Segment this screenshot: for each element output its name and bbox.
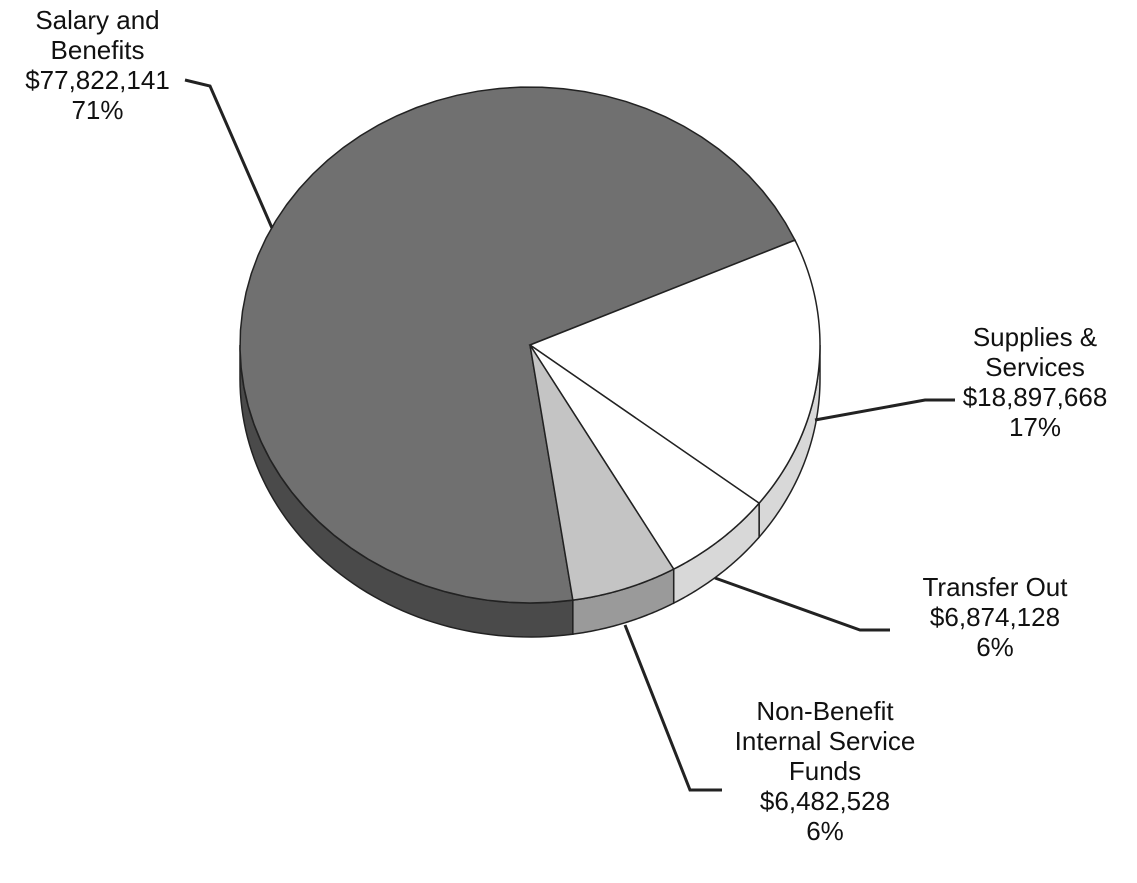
label-percent: 6% [806, 816, 844, 846]
label-percent: 6% [976, 632, 1014, 662]
label-name: Salary and Benefits [35, 5, 160, 65]
slice-label: Non-Benefit Internal Service Funds $6,48… [720, 696, 930, 846]
label-name: Non-Benefit Internal Service Funds [734, 696, 916, 786]
label-name: Transfer Out [922, 572, 1068, 602]
slice [529, 344, 675, 602]
label-amount: $6,874,128 [929, 602, 1061, 632]
label-percent: 17% [1008, 412, 1062, 442]
label-name: Supplies & Services [972, 322, 1098, 382]
slice-label: Supplies & Services $18,897,668 17% [940, 322, 1130, 442]
slice-label: Salary and Benefits $77,822,141 71% [0, 5, 195, 125]
label-amount: $77,822,141 [25, 65, 170, 95]
pie [239, 86, 821, 638]
slice [528, 239, 821, 505]
slice [529, 344, 761, 571]
slice-label: Transfer Out $6,874,128 6% [895, 572, 1095, 662]
label-amount: $18,897,668 [962, 382, 1108, 412]
leader-line [714, 576, 890, 632]
leader-line [184, 78, 274, 229]
slice [239, 86, 797, 604]
label-percent: 71% [71, 95, 124, 125]
label-amount: $6,482,528 [759, 786, 891, 816]
leader-line [623, 624, 722, 792]
leader-line [814, 398, 955, 422]
